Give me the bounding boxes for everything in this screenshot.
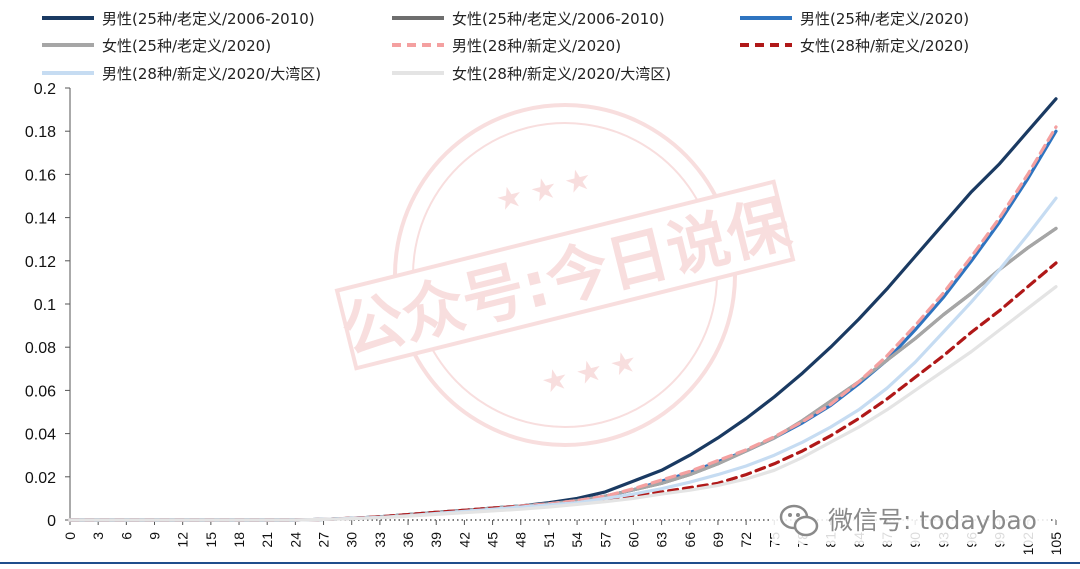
wechat-watermark: 微信号: todaybao [772,496,1050,544]
x-tick-label: 72 [738,532,754,548]
y-tick-label: 0.02 [25,470,56,487]
y-tick-label: 0.2 [34,81,56,98]
legend-label: 女性(25种/老定义/2020) [102,37,271,55]
x-tick-label: 69 [710,532,726,548]
x-tick-label: 39 [428,532,444,548]
legend-item-6: 女性(28种/新定义/2020) [740,37,969,55]
y-tick-label: 0.04 [25,427,56,444]
x-tick-label: 33 [372,532,388,548]
x-tick-label: 51 [541,532,557,548]
x-tick-label: 30 [344,532,360,548]
legend-item-3: 男性(25种/老定义/2020) [740,10,969,28]
x-tick-label: 0 [62,532,78,540]
series-lines [68,97,1058,522]
x-tick-label: 54 [569,532,585,548]
x-tick-label: 27 [316,532,332,548]
x-tick-label: 45 [485,532,501,548]
legend-label: 男性(28种/新定义/2020) [452,37,621,55]
y-tick-label: 0.1 [34,297,56,314]
legend-item-1: 男性(25种/老定义/2006-2010) [42,10,315,28]
y-tick-label: 0.08 [25,340,56,357]
legend-item-5: 男性(28种/新定义/2020) [392,37,621,55]
x-tick-label: 42 [456,532,472,548]
legend-label: 男性(28种/新定义/2020/大湾区) [102,65,321,83]
x-tick-label: 18 [231,532,247,548]
legend-item-7: 男性(28种/新定义/2020/大湾区) [42,65,321,83]
y-tick-label: 0.06 [25,383,56,400]
legend: 男性(25种/老定义/2006-2010) 女性(25种/老定义/2006-201… [42,10,969,83]
y-tick-label: 0.12 [25,254,56,271]
x-tick-label: 66 [682,532,698,548]
x-tick-label: 63 [654,532,670,548]
wechat-icon [779,504,819,537]
x-tick-label: 21 [259,532,275,548]
stamp-star-icon: ★ ★ ★ [538,345,640,401]
legend-item-2: 女性(25种/老定义/2006-2010) [392,10,665,28]
y-tick-label: 0.14 [25,211,56,228]
y-tick-label: 0 [47,513,56,530]
x-tick-label: 105 [1048,532,1064,556]
legend-label: 男性(25种/老定义/2020) [800,10,969,28]
x-tick-label: 3 [90,532,106,540]
series-line-8 [68,285,1058,522]
legend-label: 女性(25种/老定义/2006-2010) [452,10,665,28]
legend-label: 女性(28种/新定义/2020) [800,37,969,55]
x-tick-label: 9 [147,532,163,540]
x-tick-label: 60 [625,532,641,548]
x-tick-label: 24 [287,532,303,548]
stamp-star-icon: ★ ★ ★ [493,162,595,218]
x-tick-label: 12 [175,532,191,548]
legend-item-4: 女性(25种/老定义/2020) [42,37,271,55]
x-tick-label: 57 [597,532,613,548]
stamp-watermark: 公众号:今日说保 ★ ★ ★ ★ ★ ★ [334,103,798,447]
x-tick-label: 15 [203,532,219,548]
x-tick-label: 48 [513,532,529,548]
y-tick-label: 0.16 [25,167,56,184]
y-tick-label: 0.18 [25,124,56,141]
x-tick-label: 36 [400,532,416,548]
legend-item-8: 女性(28种/新定义/2020/大湾区) [392,65,671,83]
x-tick-label: 6 [118,532,134,540]
legend-label: 女性(28种/新定义/2020/大湾区) [452,65,671,83]
legend-label: 男性(25种/老定义/2006-2010) [102,10,315,28]
wechat-watermark-text: 微信号: todaybao [828,506,1037,535]
